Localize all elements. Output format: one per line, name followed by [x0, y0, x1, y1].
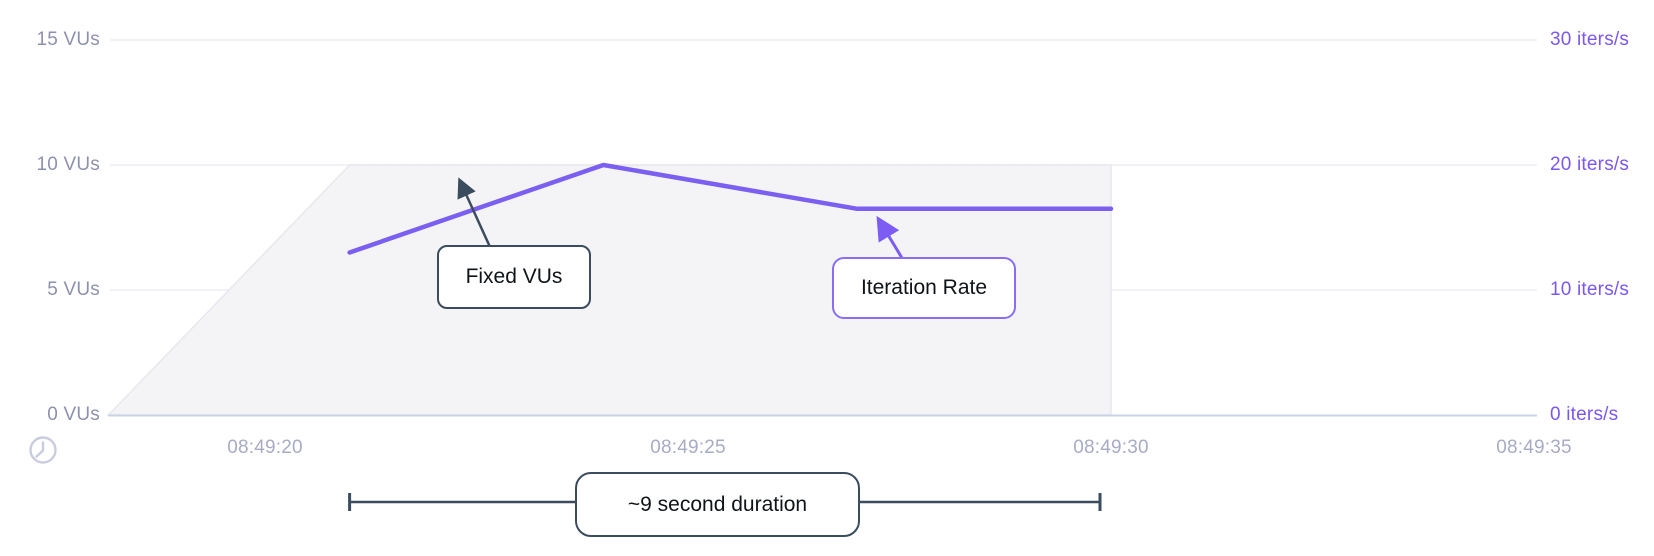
fixed-vus-arrow: [457, 177, 492, 248]
iteration-rate-line: [347, 162, 1114, 255]
fixed-vus-callout-label: Fixed VUs: [465, 265, 563, 288]
clock-icon: [29, 436, 57, 464]
clock-icon-hands: [35, 441, 45, 458]
iteration-rate-arrow: [876, 215, 904, 259]
fixed-vus-callout: Fixed VUs: [437, 245, 591, 309]
duration-callout-label: ~9 second duration: [627, 492, 808, 516]
iteration-rate-callout: Iteration Rate: [832, 257, 1016, 319]
iteration-rate-callout-label: Iteration Rate: [860, 276, 988, 299]
duration-callout: ~9 second duration: [575, 472, 860, 537]
